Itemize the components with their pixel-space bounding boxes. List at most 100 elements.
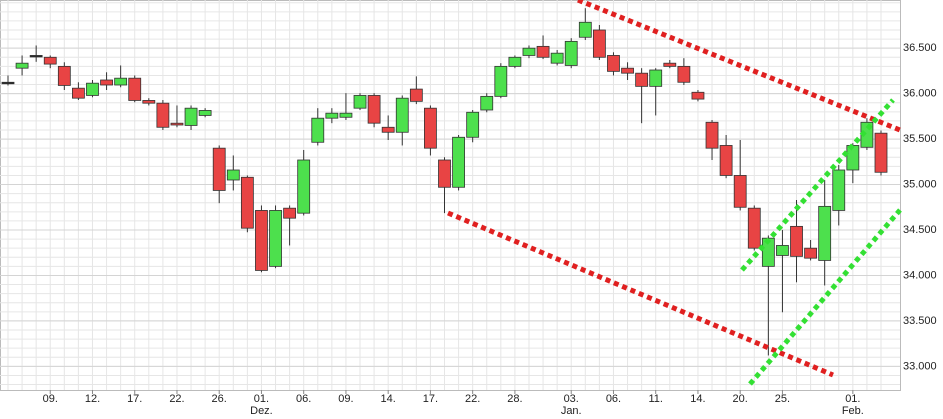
candle-body [255, 210, 268, 271]
candle-body [100, 79, 113, 86]
candle-body [15, 62, 29, 69]
candle-body [424, 107, 437, 149]
y-tick-label: 34.000 [903, 269, 937, 281]
candle-body [353, 95, 367, 109]
candle-body [438, 159, 451, 188]
candle-body [198, 110, 212, 116]
candle-body [719, 145, 733, 176]
candle-body [874, 132, 888, 173]
x-tick-label: 28. [507, 393, 522, 405]
x-tick-sublabel: Jan. [561, 405, 582, 417]
axis-labels: 33.000 33.500 34.000 34.500 35.000 35.500 36.0… [43, 42, 937, 417]
x-tick-label: 01. [845, 393, 860, 405]
y-tick-label: 34.500 [903, 224, 937, 236]
candle-body [480, 95, 494, 111]
trend-line [740, 98, 895, 272]
x-tick-label: 12. [85, 393, 100, 405]
candle-body [395, 97, 409, 133]
candle-body [677, 65, 691, 83]
candle-body [508, 56, 522, 67]
grid [0, 0, 901, 391]
candle-body [57, 65, 71, 86]
candle-body [325, 112, 339, 119]
candle-body [367, 95, 381, 124]
trend-line [748, 208, 902, 386]
x-tick-sublabel: Dez. [250, 405, 273, 417]
candle-body [592, 29, 606, 58]
candle-body [269, 210, 282, 267]
y-tick-label: 35.000 [903, 178, 937, 190]
candle-body [776, 245, 789, 256]
candle-body [635, 72, 649, 87]
x-tick-label: 14. [690, 393, 705, 405]
candles [1, 8, 888, 356]
candle-body [564, 40, 578, 66]
candle-body [184, 107, 198, 126]
candle-body [311, 117, 325, 143]
candle-body [29, 55, 43, 58]
candle-body [86, 82, 99, 96]
candle-body [649, 69, 663, 87]
x-tick-label: 06. [606, 393, 621, 405]
candle-body [691, 91, 705, 100]
x-tick-label: 09. [338, 393, 353, 405]
trend-line [447, 210, 834, 378]
x-tick-label: 17. [127, 393, 142, 405]
candle-body [114, 77, 128, 86]
x-tick-label: 25. [775, 393, 790, 405]
candle-body [818, 205, 832, 261]
candle-body [72, 87, 85, 99]
x-tick-label: 20. [733, 393, 748, 405]
x-tick-label: 26. [212, 393, 227, 405]
candle-body [156, 102, 170, 128]
trend-lines [447, 0, 902, 386]
candle-body [170, 122, 184, 126]
candle-body [128, 77, 142, 101]
candle-body [663, 62, 677, 67]
x-tick-label: 06. [296, 393, 311, 405]
candle-body [550, 52, 564, 64]
x-tick-label: 11. [648, 393, 662, 405]
y-tick-label: 36.000 [903, 88, 937, 100]
candle-body [733, 175, 747, 208]
candle-body [607, 55, 620, 72]
candle-body [494, 65, 508, 97]
candle-body [297, 159, 311, 214]
candle-body [804, 247, 817, 259]
candle-body [142, 100, 156, 104]
candle-body [747, 207, 761, 249]
candle-body [226, 169, 240, 181]
y-tick-label: 33.500 [903, 315, 937, 327]
candle-body [409, 88, 423, 102]
candle-body [452, 136, 465, 188]
candle-body [578, 21, 592, 38]
candle-body [790, 225, 803, 257]
trend-line [577, 0, 901, 133]
y-tick-label: 36.500 [903, 42, 937, 54]
x-tick-label: 03. [564, 393, 579, 405]
candle-body [846, 145, 860, 171]
candle-body [522, 47, 536, 56]
candle-body [832, 169, 846, 211]
candle-body [621, 67, 634, 74]
candle-body [381, 126, 395, 133]
candle-body [705, 121, 719, 149]
candle-body [761, 237, 775, 267]
candle-body [536, 45, 550, 58]
x-tick-label: 01. [254, 393, 269, 405]
y-tick-label: 35.500 [903, 133, 937, 145]
x-tick-label: 17. [423, 393, 438, 405]
x-tick-sublabel: Feb. [842, 405, 864, 417]
candle-body [283, 207, 297, 219]
candle-body [240, 176, 254, 229]
y-tick-label: 33.000 [903, 360, 937, 372]
x-tick-label: 22. [169, 393, 184, 405]
x-tick-label: 09. [43, 393, 58, 405]
candle-body [339, 112, 353, 118]
candle-body [43, 56, 57, 65]
x-tick-label: 14. [381, 393, 396, 405]
plot-frame [0, 0, 901, 391]
x-tick-label: 22. [465, 393, 480, 405]
candle-body [212, 147, 226, 191]
